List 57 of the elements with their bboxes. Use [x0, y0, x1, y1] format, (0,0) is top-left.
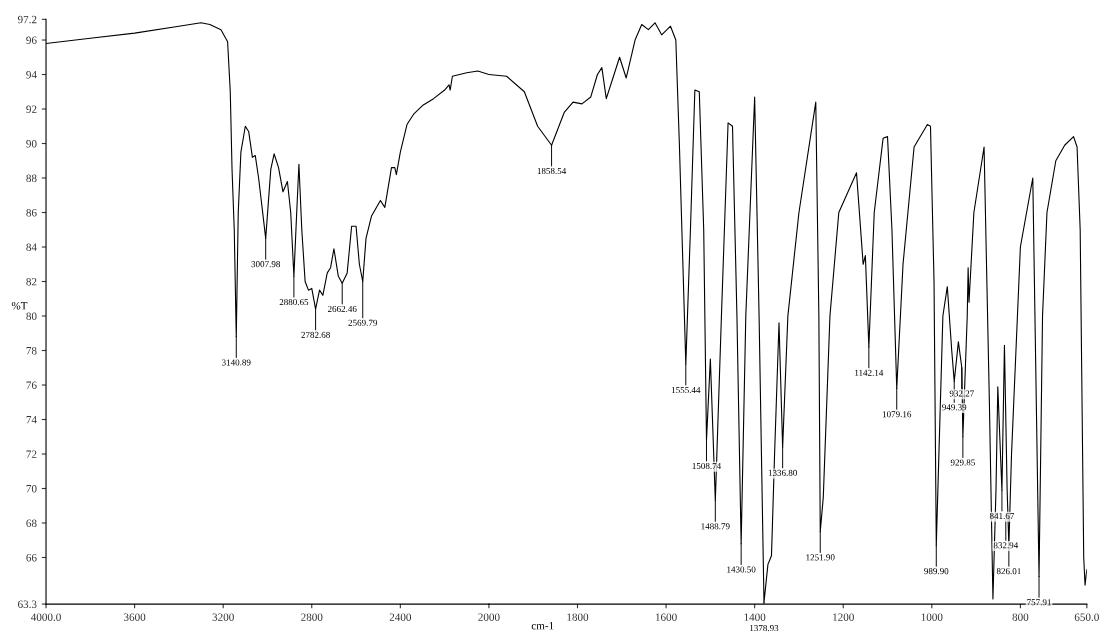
y-tick-label: 92 [26, 105, 37, 113]
y-tick-label: 86 [26, 208, 37, 217]
y-tick-label: 66 [26, 554, 37, 562]
annotation: 1378.93 [750, 625, 779, 632]
y-axis-title: %T [11, 301, 28, 310]
y-tick-label: 94 [26, 71, 37, 79]
x-tick-label: 1400 [744, 613, 766, 621]
x-tick-label: 2000 [478, 613, 500, 621]
y-tick-label: 88 [26, 174, 37, 182]
annotation: 2569.79 [348, 319, 378, 326]
y-tick-label: 76 [26, 381, 37, 389]
annotation: 929.85 [950, 459, 975, 466]
annotation: 932.27 [949, 390, 974, 397]
x-tick-label: 3600 [124, 613, 146, 621]
annotation: 1430.50 [727, 566, 756, 573]
x-tick-label: 2800 [301, 613, 323, 621]
y-tick-label: 80 [26, 312, 37, 320]
x-tick-label: 2400 [389, 613, 412, 621]
y-tick-label: 84 [26, 243, 37, 251]
annotation: 757.91 [1027, 599, 1051, 606]
y-tick-label: 82 [26, 277, 37, 286]
annotation: 949.39 [942, 404, 967, 411]
y-tick-label: 70 [26, 484, 37, 493]
annotation: 2662.46 [327, 305, 357, 313]
annotation: 1555.44 [671, 387, 701, 394]
x-axis-title: cm-1 [531, 621, 554, 630]
y-tick-label: 63.3 [18, 600, 37, 609]
annotation: 3140.89 [222, 359, 251, 366]
x-tick-label: 1000 [921, 613, 943, 621]
annotation: 1488.79 [701, 523, 730, 530]
y-tick-label: 72 [26, 450, 37, 458]
annotation: 1508.74 [692, 462, 722, 470]
annotation: 3007.98 [251, 261, 281, 268]
annotation: 1142.14 [855, 369, 884, 376]
annotation: 841.67 [989, 512, 1015, 520]
annotation: 1251.90 [806, 554, 835, 561]
annotation: 1336.80 [768, 469, 797, 476]
y-tick-label: 68 [26, 519, 37, 527]
x-tick-label: 1600 [655, 613, 677, 621]
annotation: 1079.16 [882, 411, 912, 418]
x-tick-label: 800 [1012, 613, 1029, 621]
x-tick-label: 650.0 [1074, 613, 1099, 621]
x-tick-label: 3200 [212, 613, 234, 621]
y-tick-label: 74 [26, 416, 37, 424]
y-tick-label: 97.2 [17, 15, 37, 24]
y-tick-label: 96 [26, 36, 37, 44]
annotation: 826.01 [996, 568, 1021, 575]
x-tick-label: 1800 [567, 613, 589, 621]
y-tick-label: 90 [26, 139, 37, 148]
x-tick-label: 4000.0 [30, 613, 61, 621]
annotation: 989.90 [924, 568, 949, 575]
y-tick-label: 78 [26, 346, 37, 355]
annotation: 2880.65 [279, 299, 309, 306]
annotation: 2782.68 [301, 331, 330, 338]
annotation: 832.94 [993, 542, 1019, 549]
x-tick-label: 1200 [833, 613, 854, 621]
annotation: 1858.54 [537, 167, 567, 175]
